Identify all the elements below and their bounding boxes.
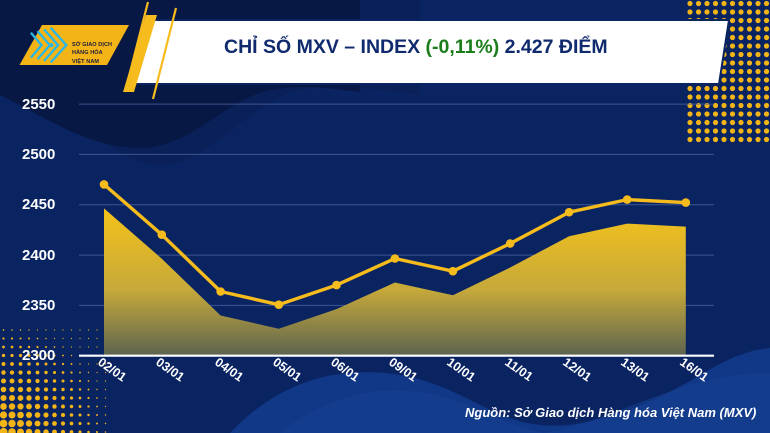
svg-text:11/01: 11/01	[502, 355, 535, 384]
svg-text:2500: 2500	[22, 146, 55, 163]
svg-text:05/01: 05/01	[270, 355, 304, 384]
svg-text:2550: 2550	[22, 96, 55, 113]
svg-text:2400: 2400	[22, 247, 55, 264]
svg-text:2350: 2350	[22, 297, 55, 314]
svg-text:16/01: 16/01	[677, 355, 711, 384]
svg-text:13/01: 13/01	[618, 355, 652, 384]
svg-text:12/01: 12/01	[560, 355, 594, 384]
svg-text:04/01: 04/01	[212, 355, 246, 384]
svg-text:06/01: 06/01	[328, 355, 362, 384]
svg-text:2450: 2450	[22, 196, 55, 213]
svg-text:09/01: 09/01	[386, 355, 420, 384]
svg-text:03/01: 03/01	[153, 355, 187, 384]
svg-text:10/01: 10/01	[444, 355, 478, 384]
svg-text:02/01: 02/01	[95, 355, 129, 384]
svg-text:2300: 2300	[22, 347, 55, 364]
